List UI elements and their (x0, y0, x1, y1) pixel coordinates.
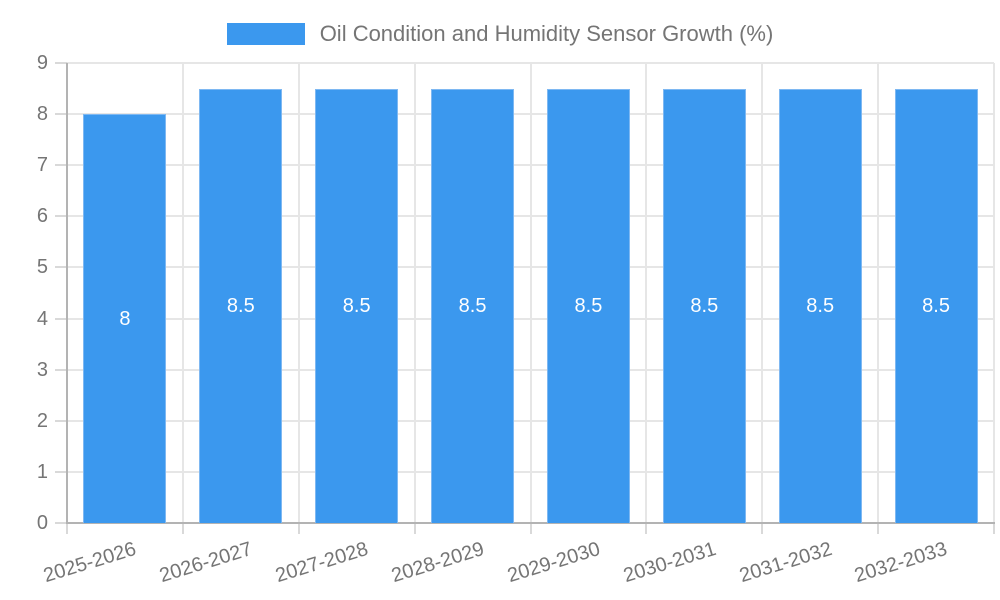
x-axis-tick-label: 2032-2033 (852, 538, 951, 588)
y-axis-tick (55, 215, 67, 218)
bar-value-label: 8.5 (458, 294, 487, 317)
legend: Oil Condition and Humidity Sensor Growth… (0, 22, 1000, 46)
x-axis-tick (529, 523, 532, 534)
bar-value-label: 8 (119, 307, 131, 330)
bar-value-label: 8.5 (690, 294, 719, 317)
bar[interactable] (199, 89, 282, 523)
y-axis-tick-label: 9 (36, 52, 48, 74)
y-axis-tick (55, 62, 67, 64)
y-axis-tick (55, 470, 67, 473)
y-axis-tick-label: 3 (36, 358, 48, 381)
y-axis-line (66, 63, 68, 524)
y-axis-tick-label: 5 (36, 256, 48, 279)
x-axis-tick-label: 2031-2032 (736, 538, 835, 588)
gridline-vertical (181, 63, 184, 523)
x-axis-tick (993, 523, 995, 534)
x-axis-tick (181, 523, 184, 534)
x-axis-tick-label: 2027-2028 (272, 538, 371, 588)
x-axis-tick-label: 2025-2026 (41, 538, 140, 588)
y-axis-tick-label: 4 (36, 307, 48, 330)
y-axis-tick-label: 7 (36, 154, 48, 177)
y-axis-tick-label: 2 (36, 409, 48, 432)
x-axis-tick (761, 523, 764, 534)
bar-value-label: 8.5 (342, 294, 371, 317)
y-axis-tick (55, 368, 67, 371)
gridline-vertical (877, 63, 880, 523)
legend-item[interactable]: Oil Condition and Humidity Sensor Growth… (226, 21, 774, 46)
bar[interactable] (83, 114, 166, 523)
bar-value-label: 8.5 (574, 294, 603, 317)
x-axis-tick (413, 523, 416, 534)
y-axis-tick-label: 8 (36, 103, 48, 126)
bar-value-label: 8.5 (226, 294, 255, 317)
x-axis-tick (645, 523, 648, 534)
gridline-vertical (761, 63, 764, 523)
y-axis-tick-label: 1 (36, 460, 48, 483)
gridline-vertical (297, 63, 300, 523)
bar[interactable] (779, 89, 862, 523)
y-axis-tick (55, 266, 67, 269)
y-axis-tick-label: 0 (36, 512, 48, 534)
gridline-vertical (413, 63, 416, 523)
y-axis-tick (55, 419, 67, 422)
bar-value-label: 8.5 (922, 294, 950, 317)
y-axis-tick (55, 164, 67, 167)
y-axis-tick (55, 113, 67, 116)
bar-value-label: 8.5 (806, 294, 835, 317)
x-axis-tick-label: 2030-2031 (620, 538, 719, 588)
x-axis-tick-label: 2028-2029 (388, 538, 487, 588)
bar[interactable] (547, 89, 630, 523)
bar[interactable] (315, 89, 398, 523)
x-axis-line (66, 522, 995, 524)
bar[interactable] (895, 89, 978, 523)
bar[interactable] (431, 89, 514, 523)
x-axis-tick-label: 2029-2030 (504, 538, 603, 588)
gridline-vertical (529, 63, 532, 523)
legend-swatch (226, 23, 305, 45)
gridline-vertical (993, 63, 995, 523)
y-axis-tick (55, 317, 67, 320)
x-axis-tick (297, 523, 300, 534)
x-axis-tick (66, 523, 68, 534)
gridline-vertical (645, 63, 648, 523)
x-axis-tick (877, 523, 880, 534)
legend-label: Oil Condition and Humidity Sensor Growth… (319, 21, 774, 46)
y-axis-tick (55, 522, 67, 524)
y-axis-tick-label: 6 (36, 205, 48, 228)
x-axis-tick-label: 2026-2027 (157, 538, 255, 588)
bar[interactable] (663, 89, 746, 523)
